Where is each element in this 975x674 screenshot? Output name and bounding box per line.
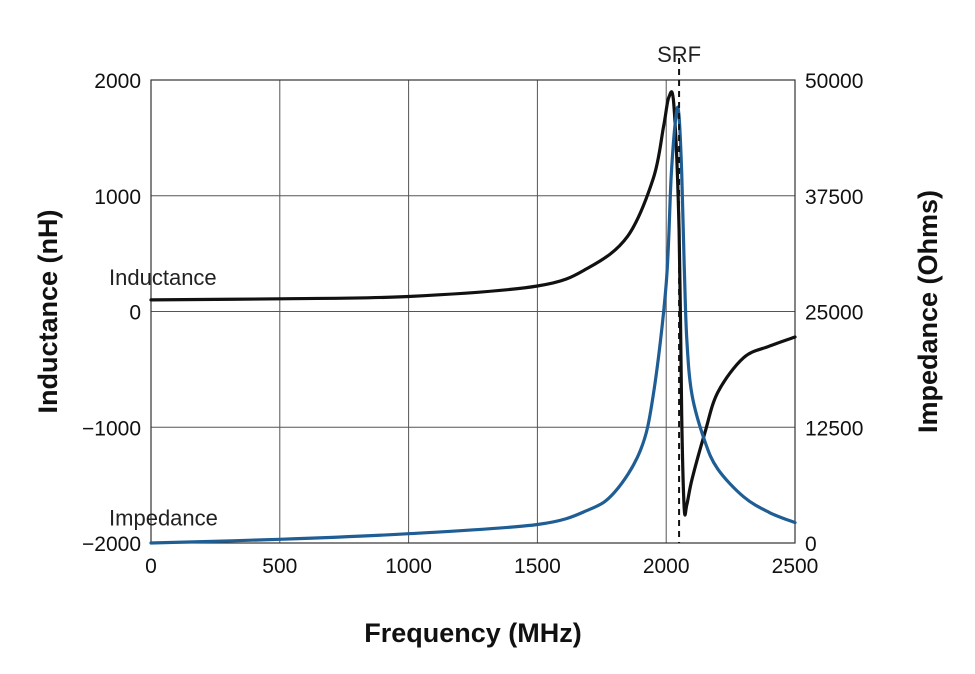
series-label-impedance: Impedance [109, 505, 218, 530]
y-axis-right-title: Impedance (Ohms) [913, 190, 943, 433]
tick-labels: 0 500 1000 1500 2000 2500 2000 1000 0 −1000 −2000 5… [82, 70, 863, 578]
series-line-impedance [149, 105, 797, 545]
x-tick-label: 2500 [772, 555, 819, 578]
y-left-tick-label: 2000 [94, 70, 141, 93]
y-right-tick-label: 0 [805, 533, 817, 556]
plot-frame [150, 79, 796, 544]
x-tick-label: 500 [262, 555, 297, 578]
srf-label: SRF [657, 42, 701, 67]
series-layer [149, 90, 797, 545]
y-left-tick-label: 1000 [94, 186, 141, 209]
annotations: SRF Inductance Impedance [109, 42, 701, 543]
series-line-inductance [149, 90, 797, 517]
y-axis-left-title: Inductance (nH) [33, 209, 63, 413]
x-tick-label: 2000 [643, 555, 690, 578]
grid-lines [151, 80, 795, 543]
x-tick-label: 0 [145, 555, 157, 578]
y-right-tick-label: 50000 [805, 70, 863, 93]
series-label-inductance: Inductance [109, 265, 217, 290]
x-tick-label: 1000 [385, 555, 432, 578]
y-right-tick-label: 25000 [805, 302, 863, 325]
y-right-tick-label: 12500 [805, 417, 863, 440]
y-left-tick-label: −2000 [82, 533, 141, 556]
y-right-tick-label: 37500 [805, 186, 863, 209]
y-left-tick-label: 0 [129, 302, 141, 325]
y-left-tick-label: −1000 [82, 417, 141, 440]
x-tick-label: 1500 [514, 555, 561, 578]
x-axis-title: Frequency (MHz) [364, 618, 582, 648]
